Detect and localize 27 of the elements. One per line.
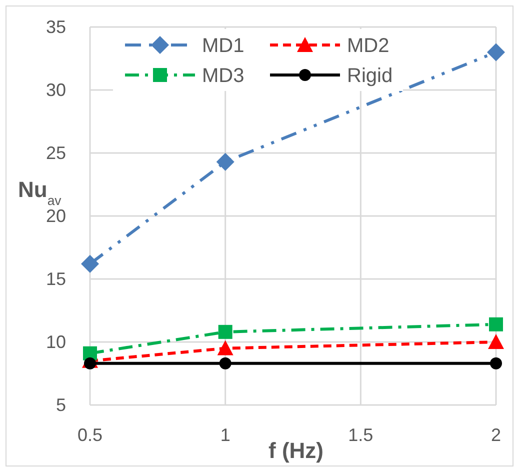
y-tick-label: 20: [46, 206, 66, 226]
x-tick-label: 0.5: [77, 425, 103, 445]
x-axis-title: f (Hz): [268, 438, 324, 463]
legend-label: MD3: [202, 65, 244, 87]
point: [487, 43, 505, 62]
y-tick-label: 35: [46, 17, 66, 37]
y-tick-label: 5: [56, 395, 66, 415]
x-tick-label: 2: [490, 425, 502, 445]
point: [218, 324, 232, 339]
y-tick-label: 15: [46, 269, 66, 289]
legend-label: MD1: [202, 35, 244, 57]
x-tick-label: 1: [220, 425, 230, 445]
point: [219, 357, 232, 370]
point: [489, 317, 503, 332]
point: [84, 357, 96, 370]
point: [81, 254, 99, 273]
legend-label: Rigid: [347, 65, 393, 87]
y-tick-label: 30: [46, 80, 66, 100]
point: [216, 152, 234, 171]
y-tick-label: 25: [46, 143, 66, 163]
point: [488, 334, 504, 349]
y-axis-title: Nu$_{av}$: [18, 177, 62, 208]
y-tick-label: 10: [46, 332, 66, 352]
legend-label: MD2: [347, 35, 390, 57]
point: [217, 340, 234, 356]
x-tick-label: 1.5: [348, 425, 374, 445]
point: [490, 357, 502, 370]
